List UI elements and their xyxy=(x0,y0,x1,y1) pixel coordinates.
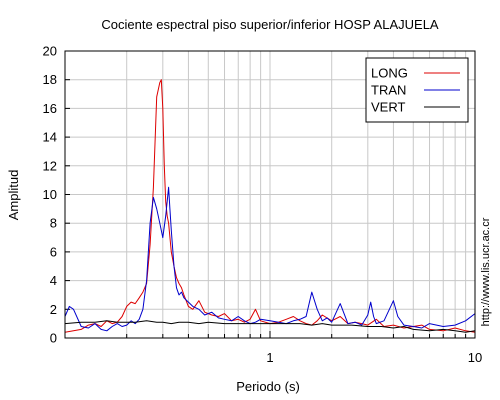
y-tick-label: 0 xyxy=(50,331,57,346)
legend-label-tran: TRAN xyxy=(371,83,406,98)
y-axis-label: Amplitud xyxy=(6,170,21,221)
chart-grid xyxy=(65,51,475,338)
x-tick-label: 1 xyxy=(266,350,273,365)
chart-title: Cociente espectral piso superior/inferio… xyxy=(101,17,439,32)
y-tick-label: 18 xyxy=(43,72,57,87)
legend-label-vert: VERT xyxy=(371,100,405,115)
series-line-vert xyxy=(64,320,476,333)
series-line-long xyxy=(64,79,476,333)
x-tick-label: 10 xyxy=(468,350,482,365)
y-tick-label: 20 xyxy=(43,44,57,59)
y-tick-label: 10 xyxy=(43,187,57,202)
y-axis-ticks: 0 2 4 6 8 10 12 14 16 18 20 xyxy=(43,44,70,346)
y-tick-label: 14 xyxy=(43,130,57,145)
plot-frame xyxy=(64,50,476,339)
series-line-tran xyxy=(64,186,476,332)
y-tick-label: 4 xyxy=(50,273,57,288)
series-layer xyxy=(64,79,476,333)
legend-label-long: LONG xyxy=(371,66,408,81)
y-tick-label: 12 xyxy=(43,158,57,173)
x-axis-ticks: 1 10 xyxy=(126,331,482,365)
y-tick-label: 6 xyxy=(50,244,57,259)
y-tick-label: 2 xyxy=(50,302,57,317)
legend: LONG TRAN VERT xyxy=(365,57,469,123)
y-tick-label: 16 xyxy=(43,101,57,116)
x-axis-label: Periodo (s) xyxy=(236,379,300,394)
website-url-note: http://www.lis.ucr.ac.cr xyxy=(480,217,492,326)
y-tick-label: 8 xyxy=(50,216,57,231)
